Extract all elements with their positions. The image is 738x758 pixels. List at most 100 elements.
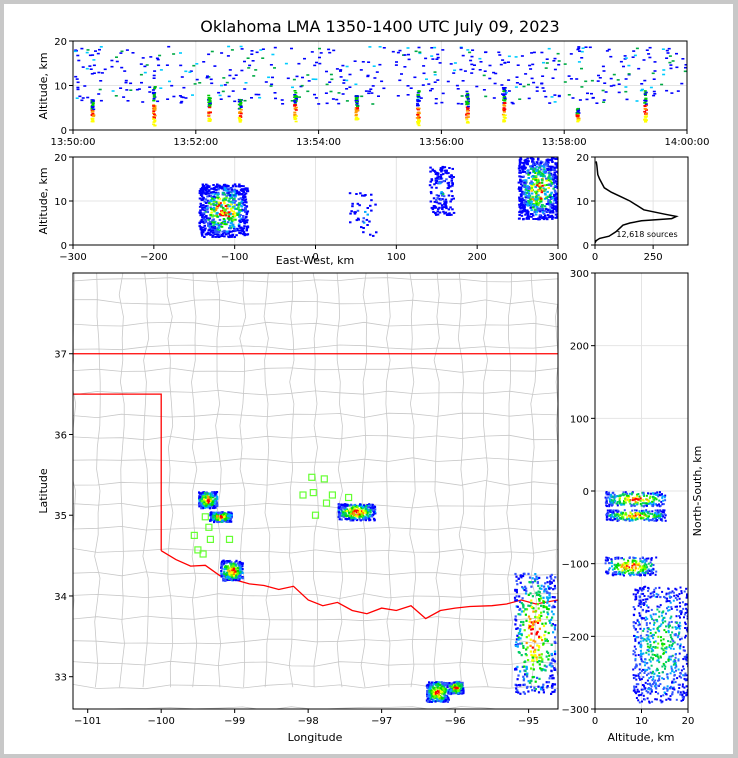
source-point bbox=[538, 635, 541, 638]
source-point bbox=[547, 651, 550, 654]
source-point bbox=[230, 564, 233, 567]
source-point bbox=[213, 232, 217, 234]
source-point bbox=[664, 499, 667, 502]
source-point bbox=[550, 198, 553, 200]
source-point bbox=[339, 70, 342, 72]
source-point bbox=[533, 190, 537, 193]
source-point bbox=[661, 493, 663, 496]
source-point bbox=[224, 519, 227, 522]
source-point bbox=[202, 226, 205, 229]
source-point bbox=[198, 500, 201, 503]
source-point bbox=[227, 515, 230, 518]
source-point bbox=[553, 68, 557, 71]
source-point bbox=[427, 692, 431, 695]
source-point bbox=[515, 687, 518, 690]
source-point bbox=[350, 517, 353, 520]
source-point bbox=[536, 644, 539, 647]
source-point bbox=[435, 696, 438, 700]
source-point bbox=[83, 85, 87, 87]
source-point bbox=[655, 556, 658, 559]
source-point bbox=[535, 181, 539, 184]
source-point bbox=[245, 187, 248, 190]
source-point bbox=[661, 513, 664, 516]
source-point bbox=[407, 58, 411, 61]
county-line bbox=[482, 273, 489, 688]
source-point bbox=[520, 620, 523, 624]
source-point bbox=[539, 199, 542, 202]
source-point bbox=[456, 88, 460, 90]
source-point bbox=[518, 205, 521, 208]
source-point bbox=[286, 77, 290, 80]
source-point bbox=[590, 92, 593, 95]
source-point bbox=[534, 218, 538, 220]
source-point bbox=[203, 493, 206, 496]
source-point bbox=[212, 231, 215, 234]
source-point bbox=[461, 681, 464, 684]
source-point bbox=[100, 72, 104, 74]
source-point bbox=[353, 511, 356, 514]
source-point bbox=[457, 689, 460, 692]
source-point bbox=[610, 499, 613, 502]
source-point bbox=[551, 206, 554, 209]
source-point bbox=[91, 112, 95, 115]
source-point bbox=[432, 211, 435, 213]
source-point bbox=[540, 656, 543, 659]
source-point bbox=[575, 114, 579, 117]
source-point bbox=[236, 569, 240, 572]
source-point bbox=[551, 209, 555, 212]
source-point bbox=[532, 639, 535, 642]
source-point bbox=[243, 60, 246, 63]
source-point bbox=[434, 173, 438, 175]
source-point bbox=[353, 513, 356, 516]
source-point bbox=[643, 502, 646, 505]
source-point bbox=[315, 61, 318, 64]
county-line bbox=[457, 273, 464, 688]
source-point bbox=[540, 174, 543, 176]
source-point bbox=[645, 494, 648, 497]
source-point bbox=[519, 692, 522, 695]
station-marker bbox=[225, 535, 234, 544]
source-point bbox=[452, 72, 456, 74]
source-point bbox=[443, 212, 446, 215]
source-point bbox=[578, 99, 582, 101]
source-point bbox=[201, 234, 204, 237]
source-point bbox=[213, 65, 217, 67]
source-point bbox=[632, 504, 634, 507]
source-point bbox=[545, 184, 549, 186]
source-point bbox=[97, 93, 101, 95]
source-point bbox=[418, 51, 422, 53]
source-point bbox=[539, 667, 542, 670]
source-point bbox=[349, 212, 352, 215]
plan-view-xlabel: Longitude bbox=[288, 731, 343, 744]
source-point bbox=[669, 685, 672, 688]
source-point bbox=[199, 209, 202, 212]
source-point bbox=[225, 561, 228, 564]
source-point bbox=[532, 51, 536, 54]
source-point bbox=[540, 51, 544, 54]
source-point bbox=[539, 210, 542, 213]
source-point bbox=[647, 500, 650, 503]
source-point bbox=[529, 206, 532, 209]
source-point bbox=[409, 87, 413, 89]
source-point bbox=[220, 570, 223, 573]
source-point bbox=[206, 199, 209, 202]
source-point bbox=[591, 96, 595, 99]
source-point bbox=[534, 650, 537, 654]
source-point bbox=[211, 516, 214, 519]
source-point bbox=[613, 501, 616, 504]
source-point bbox=[448, 214, 451, 216]
source-point bbox=[172, 53, 176, 55]
source-point bbox=[293, 100, 297, 102]
source-point bbox=[518, 165, 521, 167]
y-tick-label: 0 bbox=[61, 241, 67, 252]
source-point bbox=[429, 191, 433, 193]
source-point bbox=[644, 100, 648, 103]
source-point bbox=[580, 67, 583, 70]
source-point bbox=[215, 513, 218, 516]
source-point bbox=[550, 665, 553, 668]
source-point bbox=[230, 230, 233, 233]
source-point bbox=[223, 568, 226, 571]
source-point bbox=[626, 516, 629, 519]
source-point bbox=[224, 230, 228, 233]
source-point bbox=[219, 214, 222, 217]
